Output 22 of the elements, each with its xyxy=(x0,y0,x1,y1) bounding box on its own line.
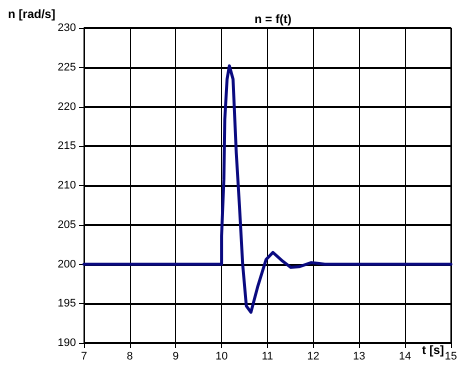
y-tick-label: 195 xyxy=(58,298,76,310)
x-tick-label: 15 xyxy=(444,350,458,362)
y-axis-title: n [rad/s] xyxy=(8,7,56,21)
x-tick-label: 12 xyxy=(307,350,320,362)
x-tick-label: 8 xyxy=(126,350,133,362)
x-tick-label: 13 xyxy=(353,350,366,362)
x-tick-label: 7 xyxy=(80,350,88,362)
x-axis-title: t [s] xyxy=(422,343,444,357)
y-tick-label: 210 xyxy=(58,180,76,192)
y-tick-label: 220 xyxy=(58,100,76,113)
x-tick-label: 10 xyxy=(215,350,228,362)
y-tick-label: 230 xyxy=(58,22,76,34)
chart-title: n = f(t) xyxy=(254,12,292,26)
x-tick-label: 14 xyxy=(398,350,412,362)
y-tick-label: 200 xyxy=(58,258,76,270)
y-tick-label: 205 xyxy=(58,218,76,231)
y-tick-label: 215 xyxy=(58,140,76,152)
y-tick-label: 190 xyxy=(58,337,76,349)
x-tick-label: 9 xyxy=(172,350,179,362)
y-tick-label: 225 xyxy=(58,61,76,74)
x-tick-label: 11 xyxy=(262,350,274,362)
line-series xyxy=(82,64,452,314)
